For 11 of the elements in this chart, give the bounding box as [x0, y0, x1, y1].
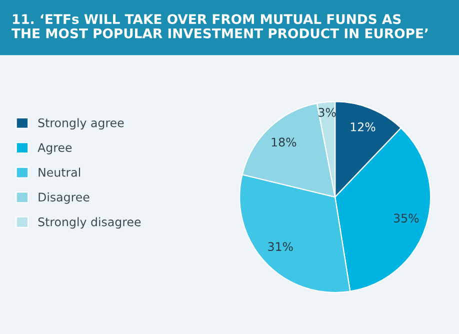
data-label: 12%: [350, 122, 376, 132]
legend-label: Disagree: [38, 192, 90, 204]
legend-label: Strongly disagree: [38, 217, 141, 229]
legend-label: Agree: [38, 143, 72, 154]
chart-title: 11. ‘ETFs WILL TAKE OVER FROM MUTUAL FUNDS AS THE MOST POPULAR INVESTMENT PRODUCT IN EUROPE’: [12, 14, 428, 38]
data-label: 35%: [394, 214, 419, 223]
legend-label: Strongly agree: [38, 118, 124, 130]
data-label: 18%: [272, 138, 296, 147]
data-label: 3%: [318, 108, 336, 117]
legend-label: Neutral: [38, 168, 80, 177]
data-label: 31%: [268, 242, 293, 252]
